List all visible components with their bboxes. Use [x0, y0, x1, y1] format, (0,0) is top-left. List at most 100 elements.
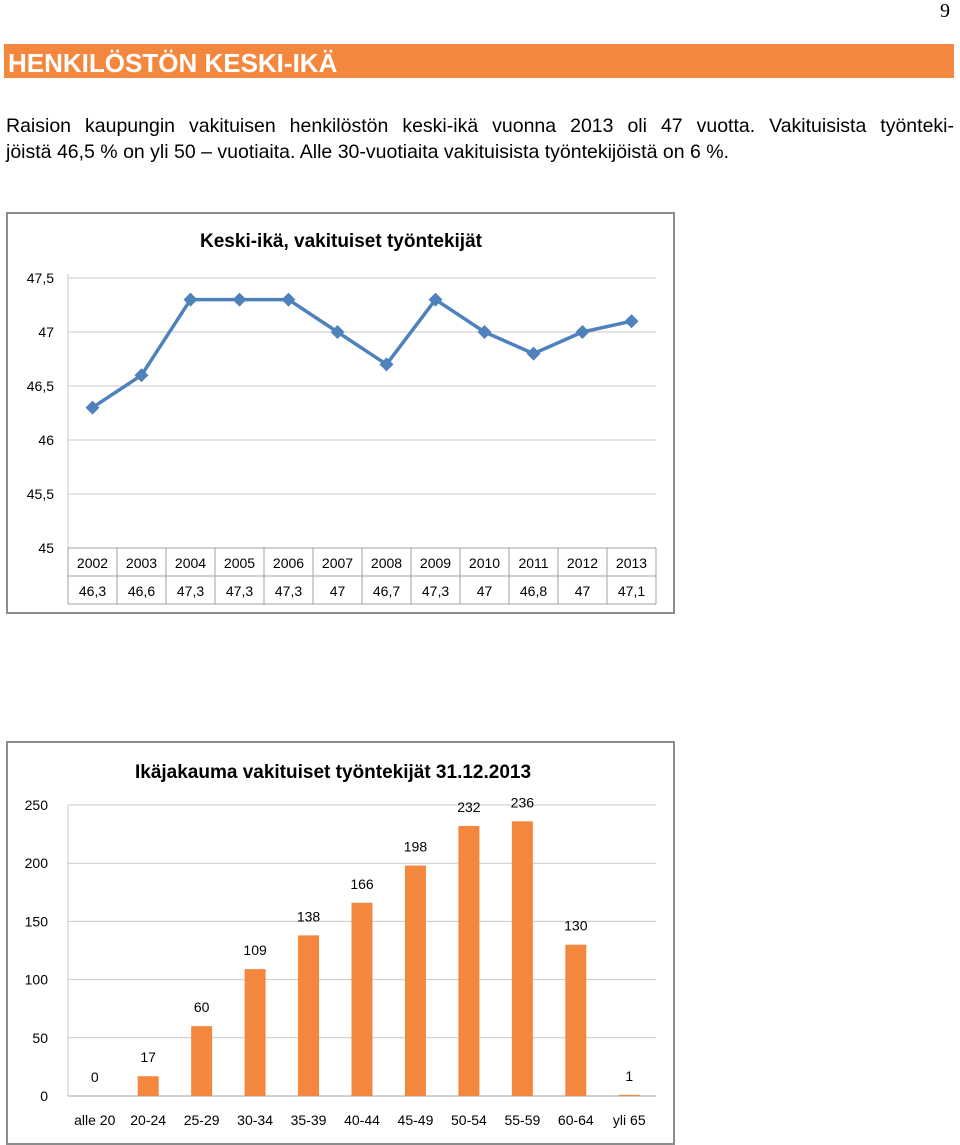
bar-value-label: 232 — [457, 799, 481, 815]
line-chart: Keski-ikä, vakituiset työntekijät 47,547… — [27, 231, 657, 605]
y-tick-label: 100 — [25, 972, 49, 988]
data-point-marker — [526, 346, 541, 361]
x-tick-label: 30-34 — [237, 1112, 273, 1128]
data-point-marker — [624, 314, 639, 329]
bar-chart-y-axis: 250 200 150 100 50 0 — [25, 797, 49, 1104]
y-tick-label: 46,5 — [27, 378, 54, 394]
x-tick-label: 25-29 — [184, 1112, 220, 1128]
x-tick-label: 2002 — [77, 555, 108, 571]
data-point-marker — [330, 325, 345, 339]
line-chart-gridlines — [67, 274, 656, 548]
x-tick-label: 2004 — [175, 555, 206, 571]
bar-value-label: 17 — [140, 1049, 156, 1065]
data-point-marker — [281, 292, 296, 307]
bar-value-label: 1 — [625, 1068, 633, 1084]
x-tick-label: 2003 — [126, 555, 157, 571]
x-tick-label: 2009 — [420, 555, 451, 571]
line-chart-title: Keski-ikä, vakituiset työntekijät — [200, 231, 483, 252]
bar — [137, 1076, 159, 1096]
x-tick-label: 50-54 — [451, 1112, 487, 1128]
x-tick-label: 45-49 — [398, 1112, 434, 1128]
bar — [618, 1094, 640, 1096]
y-tick-label: 150 — [25, 913, 49, 929]
x-tick-label: yli 65 — [613, 1112, 646, 1128]
y-tick-label: 50 — [32, 1030, 48, 1046]
data-table-value: 47 — [477, 583, 493, 599]
bar — [244, 969, 266, 1096]
bar — [511, 821, 533, 1096]
data-table-value: 47,3 — [177, 583, 204, 599]
data-table-value: 46,6 — [128, 583, 155, 599]
intro-line-2: jöistä 46,5 % on yli 50 – vuotiaita. All… — [6, 141, 729, 163]
data-point-marker — [232, 292, 247, 307]
data-table-value: 47,1 — [618, 583, 645, 599]
bar — [458, 825, 480, 1096]
line-chart-series — [85, 292, 639, 415]
intro-line-1: Raision kaupungin vakituisen henkilöstön… — [6, 115, 954, 137]
data-point-marker — [134, 368, 149, 383]
line-chart-y-axis: 47,5 47 46,5 46 45,5 45 — [27, 270, 54, 556]
bar-value-label: 0 — [91, 1069, 99, 1085]
x-tick-label: 2011 — [518, 555, 548, 571]
y-tick-label: 47 — [38, 324, 54, 340]
bar-chart-title: Ikäjakauma vakituiset työntekijät 31.12.… — [135, 762, 531, 783]
bar-value-label: 166 — [350, 876, 374, 892]
x-tick-label: alle 20 — [74, 1112, 115, 1128]
line-chart-data-table: 2002 46,3 2003 46,6 2004 47,3 2005 47,3 2006 47,3… — [67, 547, 657, 605]
data-table-value: 47,3 — [422, 583, 449, 599]
x-tick-label: 2008 — [371, 555, 402, 571]
x-tick-label: 55-59 — [504, 1112, 540, 1128]
x-tick-label: 2006 — [273, 555, 304, 571]
line-chart-frame: Keski-ikä, vakituiset työntekijät 47,5 47… — [6, 212, 675, 614]
bar-chart-series: 0 17 60 109 138 166 198 232 236 130 1 — [91, 794, 640, 1096]
x-tick-label: 20-24 — [130, 1112, 166, 1128]
y-tick-label: 0 — [40, 1088, 48, 1104]
bar-chart-frame: Ikäjakauma vakituiset työntekijät 31.12.… — [6, 741, 675, 1145]
y-tick-label: 47,5 — [27, 270, 54, 286]
y-tick-label: 45 — [38, 540, 54, 556]
data-table-value: 47,3 — [226, 583, 253, 599]
y-tick-label: 200 — [25, 855, 49, 871]
data-point-marker — [575, 325, 590, 339]
y-tick-label: 250 — [25, 797, 49, 813]
x-tick-label: 2013 — [616, 555, 647, 571]
bar-value-label: 198 — [404, 839, 428, 855]
bar — [565, 944, 587, 1096]
y-tick-label: 45,5 — [27, 486, 54, 502]
data-point-marker — [85, 400, 100, 415]
bar-value-label: 138 — [297, 908, 321, 924]
series-line — [91, 297, 632, 410]
data-point-marker — [379, 357, 394, 372]
x-tick-label: 35-39 — [291, 1112, 327, 1128]
data-table-value: 47 — [330, 583, 346, 599]
data-table-value: 46,8 — [520, 583, 547, 599]
data-point-marker — [477, 325, 492, 339]
bar — [351, 902, 373, 1096]
x-tick-label: 2007 — [322, 555, 353, 571]
bar-chart-x-axis: alle 20 20-24 25-29 30-34 35-39 40-44 45-49 50-… — [74, 1112, 646, 1128]
bar — [404, 865, 426, 1096]
bar-chart: Ikäjakauma vakituiset työntekijät 31.12.… — [25, 762, 656, 1128]
data-table-value: 47 — [575, 583, 591, 599]
section-title: HENKILÖSTÖN KESKI-IKÄ — [8, 48, 338, 78]
bar-value-label: 236 — [511, 794, 535, 810]
data-table-value: 46,7 — [373, 583, 400, 599]
section-header-bar: HENKILÖSTÖN KESKI-IKÄ — [4, 44, 954, 78]
page-number: 9 — [940, 0, 950, 22]
data-point-marker — [428, 292, 443, 307]
x-tick-label: 2005 — [224, 555, 255, 571]
data-table-value: 47,3 — [275, 583, 302, 599]
bar-value-label: 109 — [243, 942, 267, 958]
data-table-value: 46,3 — [79, 583, 106, 599]
x-tick-label: 60-64 — [558, 1112, 594, 1128]
intro-paragraph: Raision kaupungin vakituisen henkilöstön… — [6, 113, 954, 165]
y-tick-label: 46 — [38, 432, 54, 448]
x-tick-label: 2010 — [469, 555, 500, 571]
bar — [191, 1026, 213, 1096]
x-tick-label: 40-44 — [344, 1112, 380, 1128]
bar-value-label: 60 — [194, 999, 210, 1015]
x-tick-label: 2012 — [567, 555, 598, 571]
bar-value-label: 130 — [564, 918, 588, 934]
bar — [298, 935, 320, 1096]
data-point-marker — [183, 292, 198, 307]
